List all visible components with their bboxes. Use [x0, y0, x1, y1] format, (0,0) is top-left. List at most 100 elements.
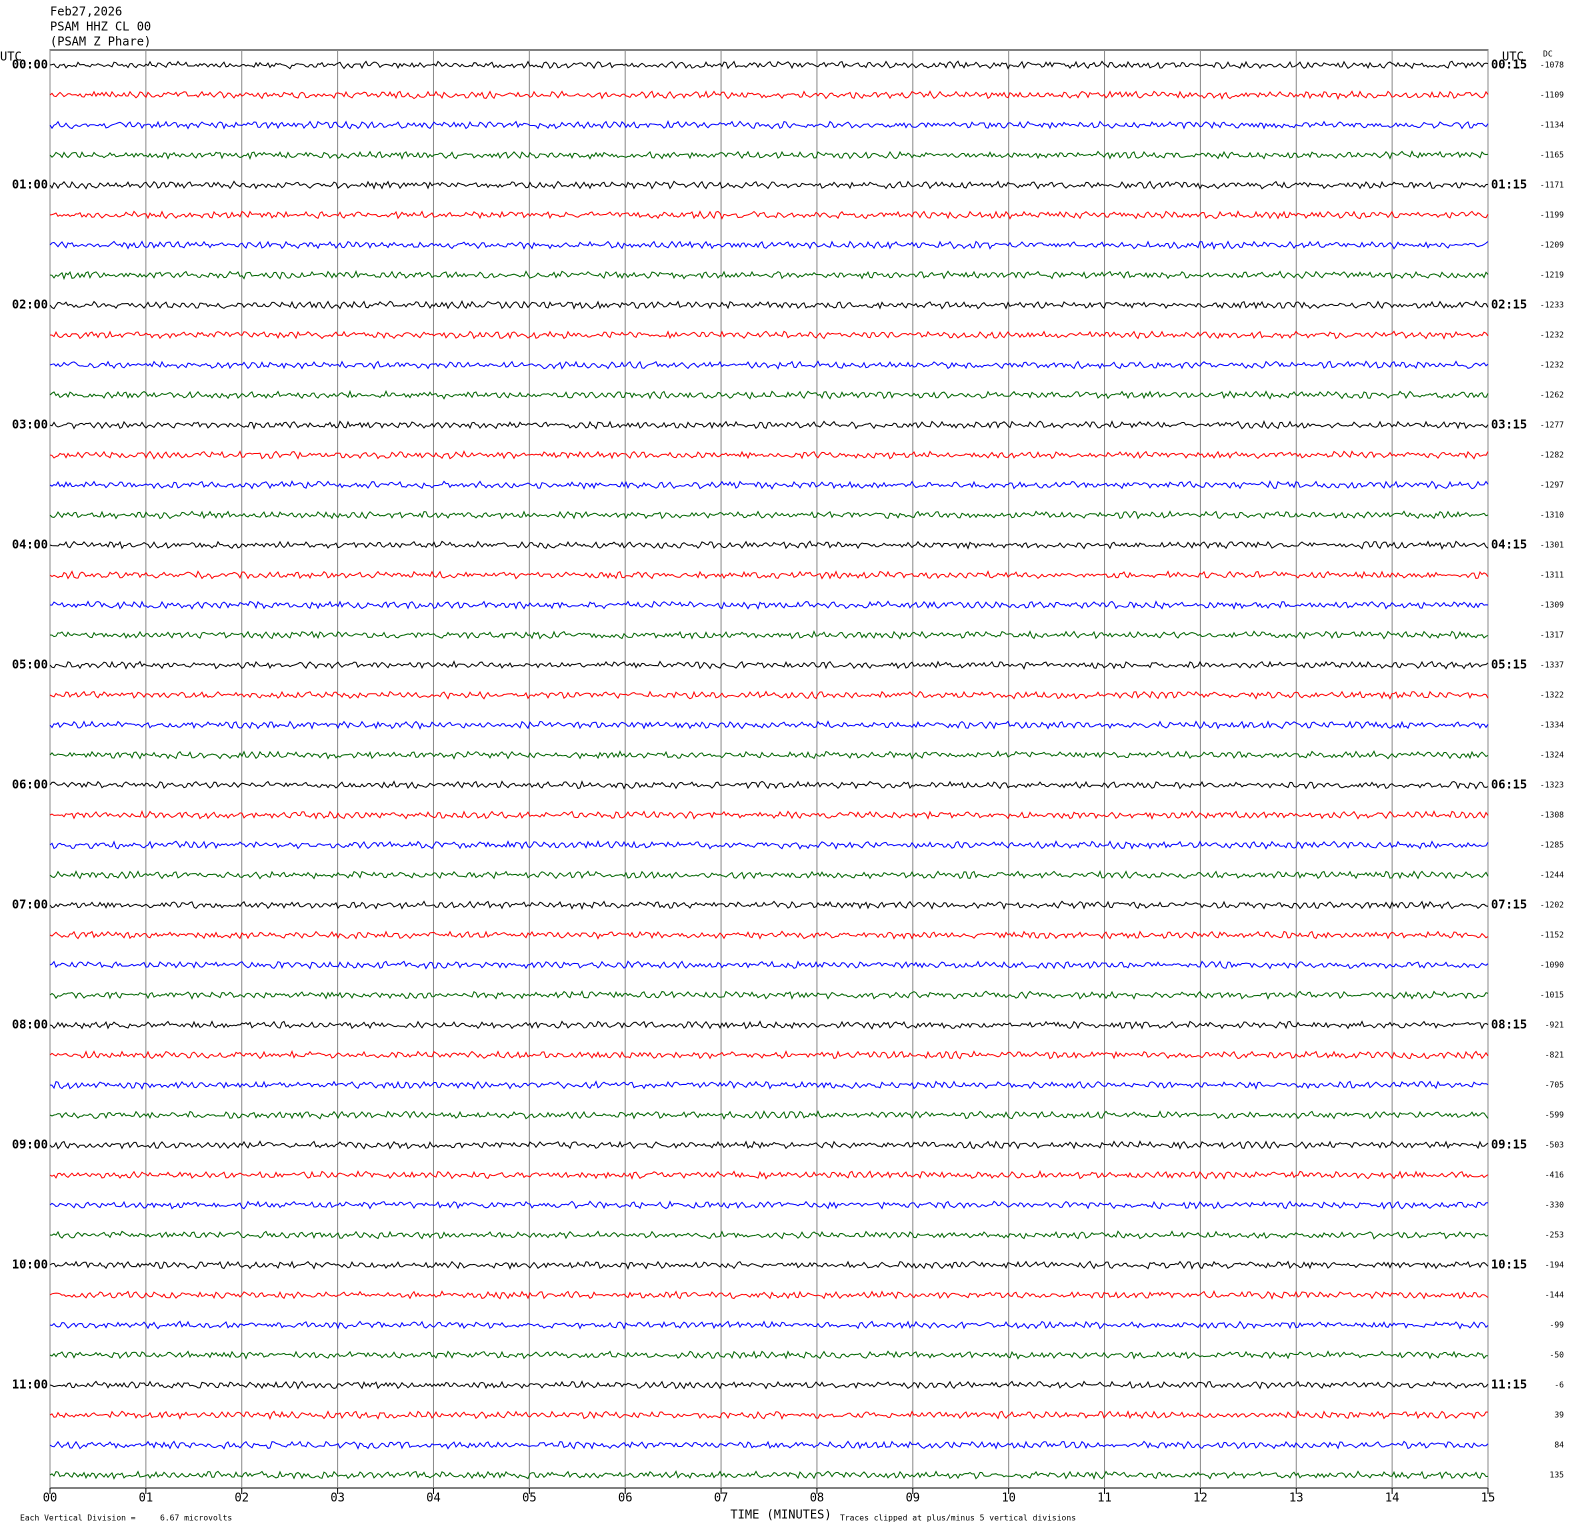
dc-value: -705: [1545, 1081, 1564, 1090]
right-hour-label: 02:15: [1491, 298, 1527, 312]
trace: [49, 1200, 1489, 1210]
dc-value: -1202: [1540, 901, 1564, 910]
dc-value: -599: [1545, 1111, 1564, 1120]
x-tick-label: 10: [1001, 1491, 1015, 1505]
trace: [49, 1440, 1489, 1450]
trace: [49, 1260, 1489, 1270]
trace: [49, 990, 1489, 1000]
right-hour-label: 05:15: [1491, 658, 1527, 672]
dc-value: -1078: [1540, 61, 1564, 70]
trace: [49, 1470, 1489, 1480]
title-line: Feb27,2026: [50, 5, 122, 19]
x-tick-label: 03: [330, 1491, 344, 1505]
left-hour-label: 04:00: [12, 538, 48, 552]
left-hour-label: 07:00: [12, 898, 48, 912]
trace: [49, 270, 1489, 281]
title-line: PSAM HHZ CL 00: [50, 20, 151, 34]
left-hour-label: 01:00: [12, 178, 48, 192]
trace: [49, 240, 1489, 250]
trace: [49, 809, 1489, 820]
x-tick-label: 14: [1385, 1491, 1399, 1505]
right-axis-title: UTC: [1502, 50, 1524, 64]
dc-title: DC: [1543, 50, 1553, 59]
trace: [49, 960, 1489, 970]
trace: [49, 1380, 1489, 1390]
trace: [49, 540, 1489, 550]
trace: [49, 780, 1489, 790]
trace: [49, 419, 1489, 430]
trace: [49, 360, 1489, 370]
dc-value: -1262: [1540, 391, 1564, 400]
x-tick-label: 15: [1481, 1491, 1495, 1505]
trace: [49, 660, 1489, 670]
dc-value: -1297: [1540, 481, 1564, 490]
dc-value: -921: [1545, 1021, 1564, 1030]
dc-value: 39: [1554, 1411, 1564, 1420]
dc-value: -821: [1545, 1051, 1564, 1060]
dc-value: -1285: [1540, 841, 1564, 850]
x-tick-label: 01: [139, 1491, 153, 1505]
right-hour-label: 04:15: [1491, 538, 1527, 552]
dc-value: 135: [1550, 1471, 1565, 1480]
trace: [49, 1170, 1489, 1180]
trace: [49, 60, 1489, 70]
footer-scale-label: Each Vertical Division =: [20, 1514, 136, 1523]
trace: [49, 120, 1489, 130]
left-hour-label: 09:00: [12, 1138, 48, 1152]
dc-value: -1337: [1540, 661, 1564, 670]
dc-value: -1232: [1540, 361, 1564, 370]
trace: [49, 900, 1489, 911]
dc-value: -253: [1545, 1231, 1564, 1240]
left-hour-label: 11:00: [12, 1378, 48, 1392]
dc-value: -99: [1550, 1321, 1565, 1330]
right-hour-label: 07:15: [1491, 898, 1527, 912]
trace: [49, 1049, 1489, 1060]
trace: [49, 840, 1489, 850]
left-hour-label: 10:00: [12, 1258, 48, 1272]
x-tick-label: 05: [522, 1491, 536, 1505]
dc-value: -1232: [1540, 331, 1564, 340]
dc-value: -1134: [1540, 121, 1564, 130]
trace: [49, 570, 1489, 580]
dc-value: -1233: [1540, 301, 1564, 310]
right-hour-label: 00:15: [1491, 58, 1527, 72]
dc-value: -1109: [1540, 91, 1564, 100]
trace: [49, 690, 1489, 700]
dc-value: -1171: [1540, 181, 1564, 190]
dc-value: -1219: [1540, 271, 1564, 280]
dc-value: -50: [1550, 1351, 1565, 1360]
dc-value: -416: [1545, 1171, 1564, 1180]
trace: [49, 510, 1489, 520]
left-hour-label: 05:00: [12, 658, 48, 672]
x-tick-label: 07: [714, 1491, 728, 1505]
dc-value: -194: [1545, 1261, 1564, 1270]
dc-value: -1209: [1540, 241, 1564, 250]
x-tick-label: 13: [1289, 1491, 1303, 1505]
dc-value: -1015: [1540, 991, 1564, 1000]
dc-value: -1334: [1540, 721, 1564, 730]
x-tick-label: 11: [1097, 1491, 1111, 1505]
trace: [49, 1110, 1489, 1120]
left-hour-label: 08:00: [12, 1018, 48, 1032]
x-tick-label: 08: [810, 1491, 824, 1505]
trace: [49, 180, 1489, 190]
right-hour-label: 06:15: [1491, 778, 1527, 792]
trace: [49, 750, 1489, 760]
footer-scale-value: 6.67 microvolts: [160, 1514, 232, 1523]
trace: [49, 1320, 1489, 1330]
right-hour-label: 08:15: [1491, 1018, 1527, 1032]
x-tick-label: 00: [43, 1491, 57, 1505]
right-hour-label: 01:15: [1491, 178, 1527, 192]
trace: [49, 389, 1489, 400]
left-hour-label: 06:00: [12, 778, 48, 792]
dc-value: -1308: [1540, 811, 1564, 820]
dc-value: -1152: [1540, 931, 1564, 940]
trace: [49, 870, 1489, 880]
dc-value: -6: [1554, 1381, 1564, 1390]
dc-value: -1199: [1540, 211, 1564, 220]
trace: [49, 450, 1489, 460]
x-tick-label: 09: [906, 1491, 920, 1505]
dc-value: 84: [1554, 1441, 1564, 1450]
trace: [49, 300, 1489, 310]
